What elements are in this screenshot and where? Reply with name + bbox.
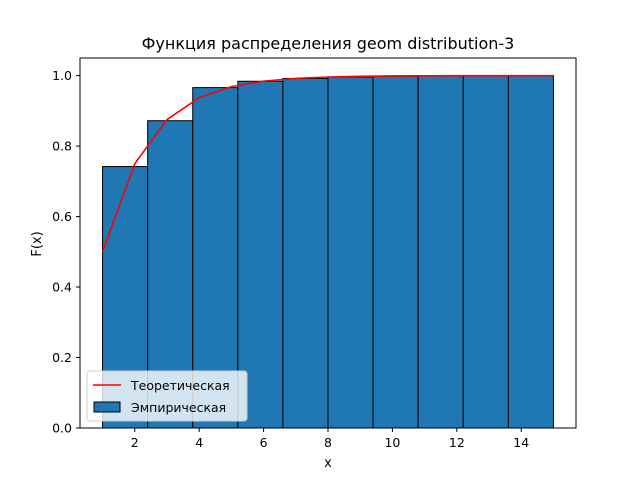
histogram-bar — [372, 75, 419, 429]
histogram-bar — [507, 75, 554, 429]
legend-bar-swatch — [93, 401, 121, 413]
x-tick-label: 6 — [260, 435, 268, 450]
x-tick-label: 4 — [195, 435, 203, 450]
x-tick-label: 12 — [449, 435, 465, 450]
x-tick-label: 10 — [384, 435, 400, 450]
y-axis-label: F(x) — [30, 231, 45, 256]
y-tick-label: 0.4 — [52, 280, 72, 295]
x-tick-label: 2 — [131, 435, 139, 450]
y-tick-label: 0.2 — [52, 350, 72, 365]
legend: Теоретическая Эмпирическая — [86, 370, 248, 422]
y-tick-label: 0.6 — [52, 209, 72, 224]
x-axis: 2 4 6 8 10 12 14 — [131, 428, 529, 450]
x-axis-label: x — [324, 456, 332, 471]
chart-title: Функция распределения geom distribution-… — [142, 34, 515, 53]
y-tick-label: 0.8 — [52, 139, 72, 154]
y-tick-label: 1.0 — [52, 68, 72, 83]
histogram-bar — [462, 75, 509, 429]
legend-box — [86, 370, 248, 422]
legend-label-theoretical: Теоретическая — [130, 378, 230, 393]
histogram-bar — [282, 77, 329, 429]
theoretical-line — [101, 74, 554, 253]
histogram-bar — [327, 76, 374, 429]
x-tick-label: 8 — [324, 435, 332, 450]
histogram-bar — [417, 75, 464, 429]
x-tick-label: 14 — [513, 435, 529, 450]
histogram-bar — [237, 80, 284, 429]
y-tick-label: 0.0 — [52, 421, 72, 436]
legend-label-empirical: Эмпирическая — [131, 400, 226, 415]
y-axis: 0.0 0.2 0.4 0.6 0.8 1.0 — [52, 68, 80, 436]
